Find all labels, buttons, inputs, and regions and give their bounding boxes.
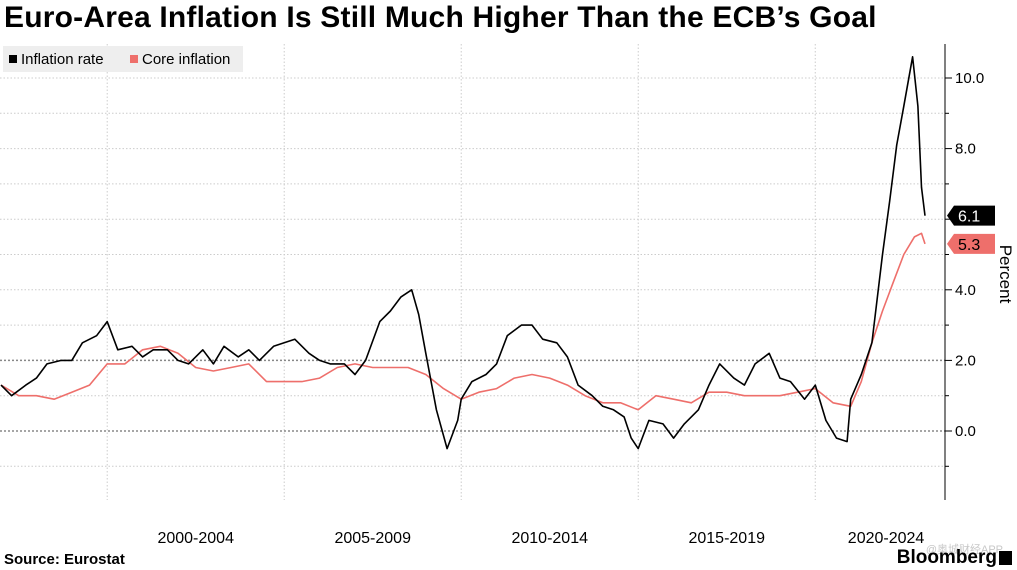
legend-swatch-core bbox=[130, 55, 138, 63]
x-tick-label: 2005-2009 bbox=[334, 530, 411, 547]
y-tick-label: 10.0 bbox=[955, 70, 984, 87]
y-tick-label: 0.0 bbox=[955, 423, 976, 440]
legend-label-core: Core inflation bbox=[142, 51, 230, 68]
inflation-rate-line bbox=[0, 56, 926, 450]
x-tick-label: 2015-2019 bbox=[688, 530, 765, 547]
x-tick-label: 2020-2024 bbox=[848, 530, 925, 547]
chart-title: Euro-Area Inflation Is Still Much Higher… bbox=[4, 1, 877, 34]
y-axis-label: Percent bbox=[996, 245, 1015, 304]
legend: Inflation rate Core inflation bbox=[3, 46, 243, 72]
y-tick-label: 8.0 bbox=[955, 141, 976, 158]
bloomberg-mark-icon bbox=[999, 551, 1012, 565]
legend-label-inflation: Inflation rate bbox=[21, 51, 104, 68]
legend-box bbox=[3, 46, 243, 72]
watermark: @奥城财经APP bbox=[925, 544, 1003, 556]
core-inflation-end-label-value: 5.3 bbox=[958, 237, 980, 254]
inflation-rate-end-label-badge bbox=[947, 205, 995, 226]
end-value-labels: 6.1 5.3 bbox=[947, 205, 995, 254]
grid-lines bbox=[0, 44, 945, 500]
core-inflation-series bbox=[0, 232, 926, 411]
axes: 0.02.04.06.08.010.02000-20042005-2009201… bbox=[157, 44, 1015, 547]
inflation-rate-series bbox=[0, 56, 926, 450]
source-note: Source: Eurostat bbox=[4, 551, 125, 568]
x-tick-label: 2010-2014 bbox=[511, 530, 588, 547]
y-tick-label: 2.0 bbox=[955, 352, 976, 369]
core-inflation-line bbox=[0, 232, 926, 411]
inflation-rate-end-label-value: 6.1 bbox=[958, 209, 980, 226]
core-inflation-end-label-badge bbox=[947, 233, 995, 254]
legend-swatch-inflation bbox=[9, 55, 17, 63]
x-tick-label: 2000-2004 bbox=[157, 530, 234, 547]
reference-lines bbox=[0, 359, 945, 432]
bloomberg-logo: Bloomberg bbox=[896, 547, 997, 568]
y-tick-label: 4.0 bbox=[955, 282, 976, 299]
